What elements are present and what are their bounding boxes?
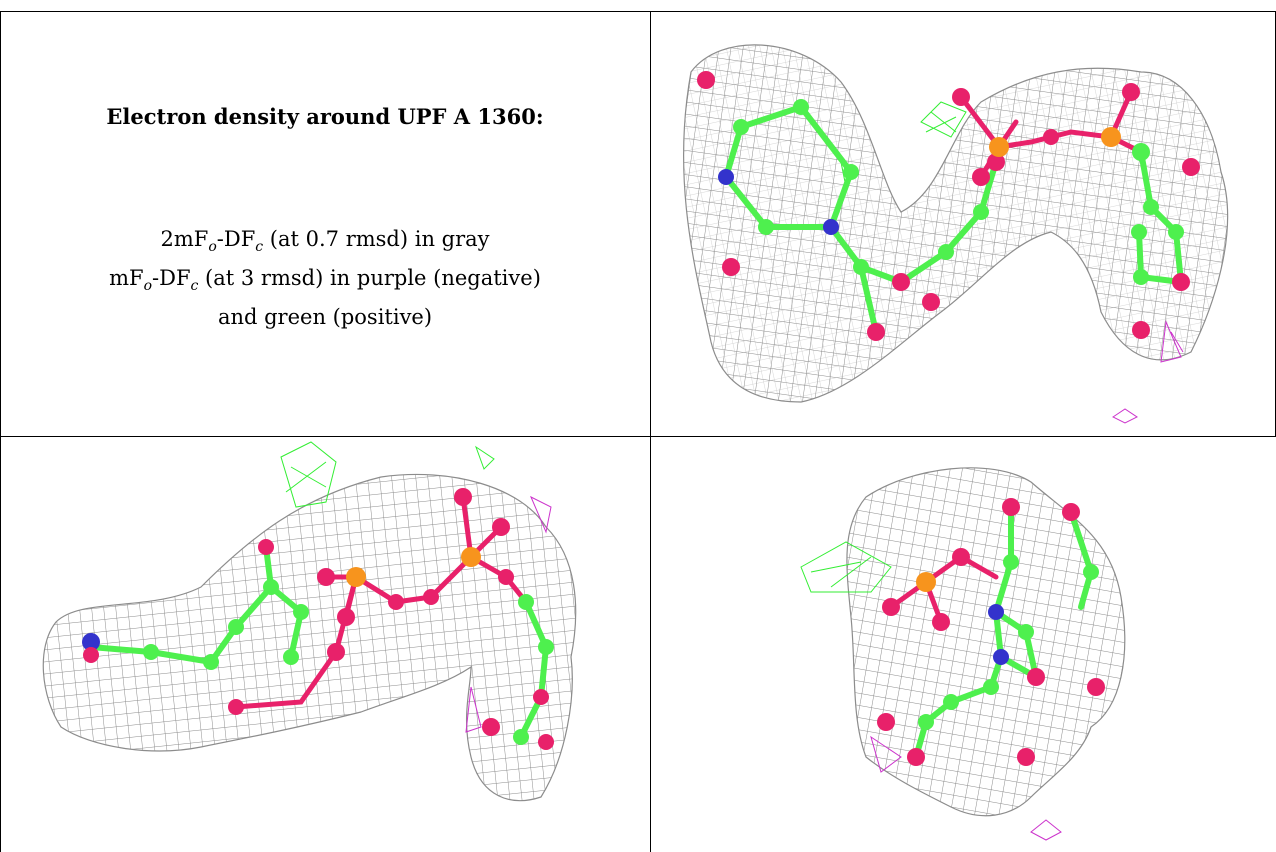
legend-text: 2mFo-DFc (at 0.7 rmsd) in gray mFo-DFc (… (0, 224, 650, 333)
atoms (877, 498, 1105, 766)
density-panel-bottom-left (1, 437, 650, 852)
negative-density (1112, 320, 1184, 424)
negative-density (465, 495, 552, 733)
border-left (0, 11, 1, 852)
caption-cell: Electron density around UPF A 1360: 2mFo… (0, 12, 650, 436)
atoms (82, 488, 554, 750)
density-panel-bottom-right (651, 437, 1276, 852)
border-middle-vertical (650, 11, 651, 852)
density-view-3 (800, 467, 1126, 841)
atoms (697, 71, 1200, 341)
border-middle-horizontal (0, 436, 1276, 437)
positive-density (280, 441, 495, 508)
negative-density (870, 735, 1062, 841)
gray-mesh (42, 473, 577, 802)
legend-line-difference: mFo-DFc (at 3 rmsd) in purple (negative) (109, 266, 541, 295)
gray-mesh (846, 467, 1126, 817)
border-top (0, 11, 1276, 12)
density-view-1 (683, 44, 1229, 424)
density-view-2 (42, 441, 577, 802)
legend-line-positive: and green (positive) (217, 305, 433, 330)
figure-title: Electron density around UPF A 1360: (106, 104, 544, 129)
density-panel-top-right (651, 12, 1275, 436)
positive-density (800, 541, 892, 593)
legend-line-gray: 2mFo-DFc (at 0.7 rmsd) in gray (160, 227, 490, 256)
